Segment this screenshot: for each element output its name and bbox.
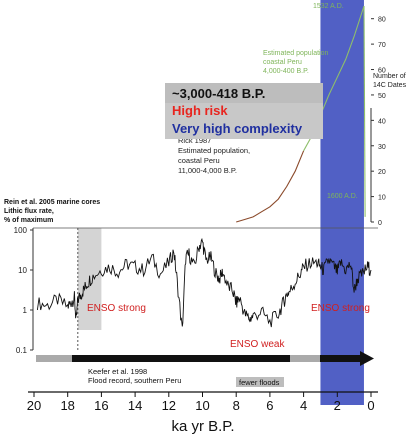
right-axis-tick-label: 60 — [378, 68, 386, 75]
population-line-1 — [236, 150, 305, 223]
brown-annotation-line-4: 11,000-4,000 B.P. — [178, 166, 237, 175]
x-axis-tick-label: 2 — [334, 398, 341, 413]
x-axis-tick-label: 20 — [27, 398, 41, 413]
info-box-complexity: Very high complexity — [172, 121, 303, 136]
right-axis-tick-label: 20 — [378, 169, 386, 176]
right-axis-title-line-2: 14C Dates — [373, 82, 407, 89]
y-axis-tick-label: 0.1 — [16, 346, 28, 355]
population-line-3 — [363, 5, 366, 217]
label-1600: 1600 A.D. — [327, 193, 358, 200]
flood-arrow-gray-segment — [36, 355, 72, 362]
highlight-band — [320, 0, 364, 405]
right-axis-title-line-1: Number of — [373, 73, 406, 80]
x-axis-tick-label: 6 — [266, 398, 273, 413]
x-axis-tick-label: 8 — [233, 398, 240, 413]
green-annotation-line-3: 4,000-400 B.P. — [263, 68, 309, 75]
right-axis-ticks: 80 70 60 50 40 30 20 10 0 — [371, 17, 386, 227]
y-axis-tick-label: 1 — [23, 306, 28, 315]
lithic-flux-line-1 — [36, 237, 372, 328]
brown-annotation-line-3: coastal Peru — [178, 156, 220, 165]
right-axis-tick-label: 50 — [378, 93, 386, 100]
lower-y-axis-ticks: 100 10 1 0.1 — [14, 226, 33, 355]
info-box-risk: High risk — [172, 103, 228, 118]
info-box-title: ~3,000-418 B.P. — [172, 86, 265, 101]
right-axis-tick-label: 30 — [378, 144, 386, 151]
enso-strong-left: ENSO strong — [87, 303, 146, 314]
flood-record-line-2: Flood record, southern Peru — [88, 376, 181, 385]
x-axis-tick-label: 18 — [60, 398, 74, 413]
flood-record-line-1: Keefer et al. 1998 — [88, 367, 147, 376]
right-axis-tick-label: 10 — [378, 195, 386, 202]
green-annotation-line-2: coastal Peru — [263, 59, 302, 66]
lower-panel-title-line-3: % of maximum — [4, 217, 53, 224]
lower-panel-title-line-2: Lithic flux rate, — [4, 208, 54, 215]
brown-annotation-line-2: Estimated population, — [178, 146, 250, 155]
lower-panel-title-line-1: Rein et al. 2005 marine cores — [4, 199, 100, 206]
fewer-floods-box — [236, 377, 284, 387]
x-axis-tick-label: 10 — [195, 398, 209, 413]
x-axis-tick-label: 16 — [94, 398, 108, 413]
flood-arrow-gray-segment-2 — [290, 355, 320, 362]
x-axis-tick-label: 14 — [128, 398, 142, 413]
flood-arrow-black-segment-1 — [72, 355, 290, 362]
y-axis-tick-label: 10 — [18, 266, 27, 275]
y-axis-tick-label: 100 — [14, 226, 28, 235]
x-axis-tick-label: 4 — [300, 398, 307, 413]
green-annotation-line-1: Estimated population — [263, 50, 328, 57]
fewer-floods-label: fewer floods — [239, 378, 280, 387]
x-axis-ticks: 20 18 16 14 12 10 8 6 4 2 0 — [27, 392, 375, 413]
right-axis-tick-label: 80 — [378, 17, 386, 24]
lithic-flux-series — [36, 237, 372, 328]
flood-arrow-black-segment-2 — [320, 355, 362, 362]
enso-strong-right: ENSO strong — [311, 303, 370, 314]
brown-annotation-line-1: Rick 1987 — [178, 136, 211, 145]
right-axis-tick-label: 0 — [378, 220, 382, 227]
flood-arrow-head — [360, 351, 374, 366]
x-axis-label: ka yr B.P. — [171, 418, 234, 435]
x-axis-tick-label: 0 — [367, 398, 374, 413]
x-axis-tick-label: 12 — [162, 398, 176, 413]
label-1532: 1532 A.D. — [313, 3, 344, 10]
right-axis-tick-label: 40 — [378, 118, 386, 125]
enso-weak: ENSO weak — [230, 339, 285, 350]
info-box-header — [165, 83, 323, 103]
right-axis-tick-label: 70 — [378, 42, 386, 49]
